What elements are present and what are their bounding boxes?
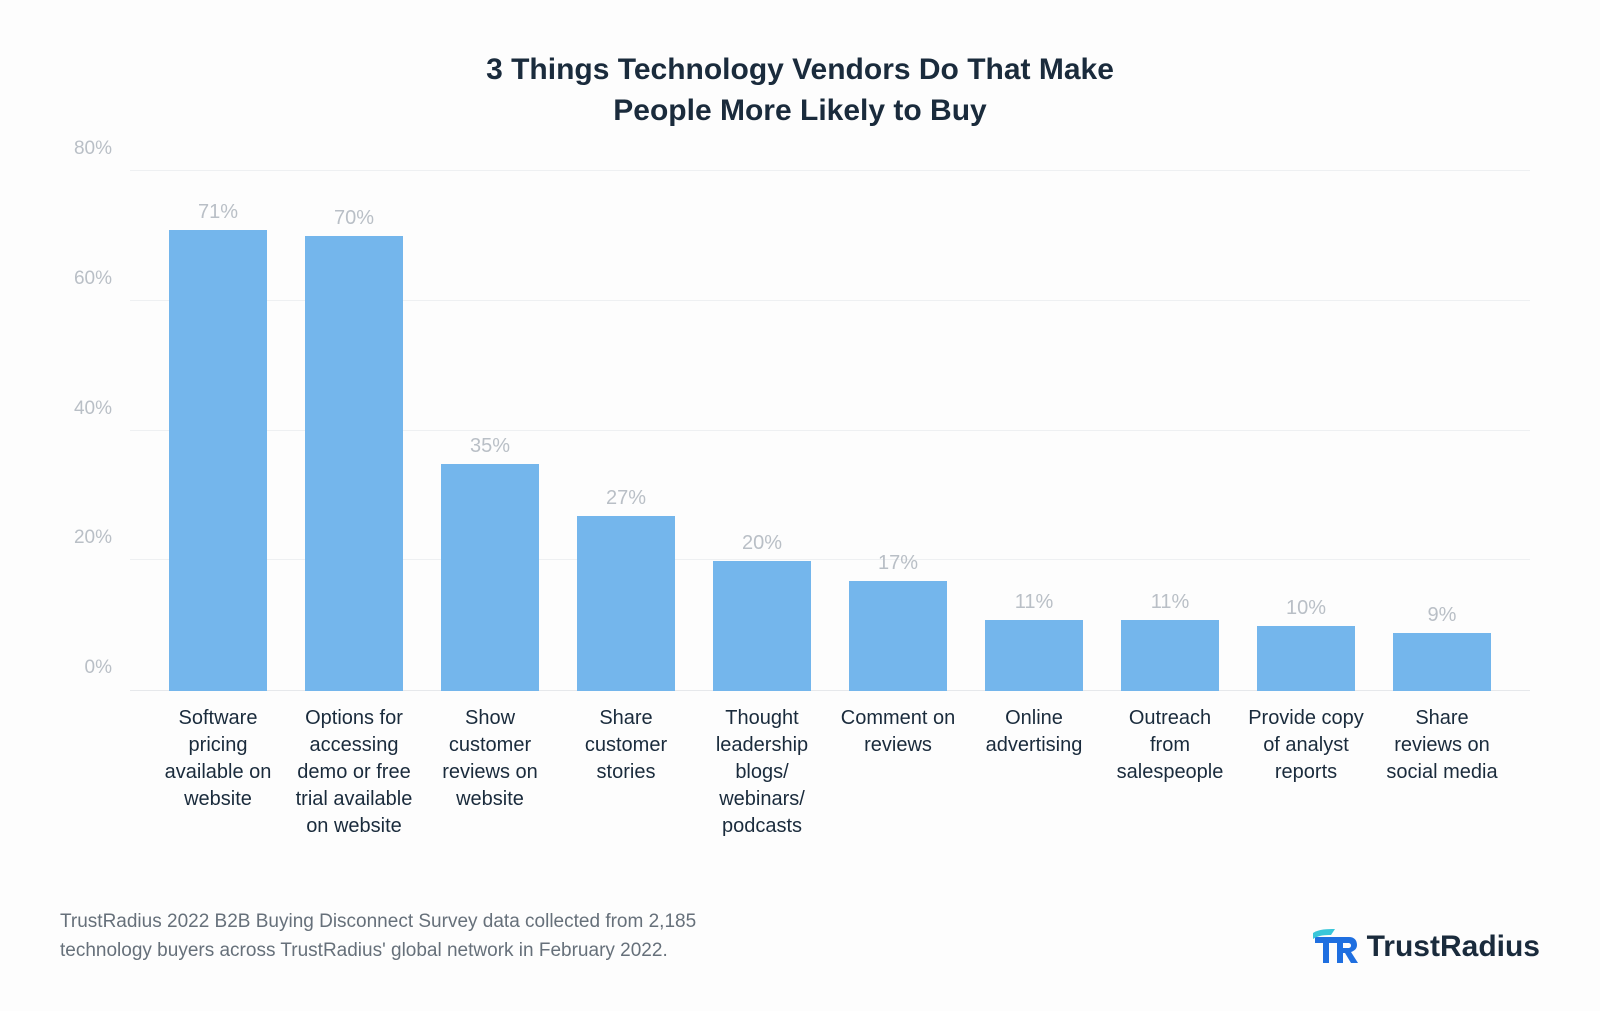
bar-value-label: 10% — [1286, 597, 1326, 620]
x-axis-label: Software pricing available on website — [150, 705, 286, 840]
bar-slot: 35% — [422, 171, 558, 691]
bar-slot: 71% — [150, 171, 286, 691]
bar — [1393, 633, 1491, 692]
x-axis-label: Comment on reviews — [830, 705, 966, 840]
x-axis-label: Show customer reviews on website — [422, 705, 558, 840]
x-axis-label: Share customer stories — [558, 705, 694, 840]
bar — [1121, 620, 1219, 692]
x-axis-label: Outreach from salespeople — [1102, 705, 1238, 840]
bar-value-label: 9% — [1428, 604, 1457, 627]
bar-slot: 11% — [966, 171, 1102, 691]
chart-container: 3 Things Technology Vendors Do That Make… — [0, 0, 1600, 1011]
bar-slot: 20% — [694, 171, 830, 691]
bar — [849, 581, 947, 692]
bar-slot: 9% — [1374, 171, 1510, 691]
bar-slot: 10% — [1238, 171, 1374, 691]
y-tick-label: 60% — [74, 268, 130, 290]
bar-value-label: 35% — [470, 435, 510, 458]
bar-slot: 17% — [830, 171, 966, 691]
bar — [1257, 626, 1355, 691]
bar — [169, 230, 267, 692]
footer: TrustRadius 2022 B2B Buying Disconnect S… — [60, 908, 1540, 965]
bar-value-label: 27% — [606, 487, 646, 510]
y-tick-label: 20% — [74, 527, 130, 549]
x-axis-label: Provide copy of analyst reports — [1238, 705, 1374, 840]
bar-value-label: 70% — [334, 207, 374, 230]
bar — [713, 561, 811, 691]
y-tick-label: 40% — [74, 398, 130, 420]
bar-value-label: 17% — [878, 552, 918, 575]
chart-plot-area: 0%20%40%60%80% 71%70%35%27%20%17%11%11%1… — [130, 171, 1530, 691]
chart-title: 3 Things Technology Vendors Do That Make… — [350, 50, 1250, 131]
x-axis-label: Options for accessing demo or free trial… — [286, 705, 422, 840]
y-tick-label: 0% — [85, 657, 130, 679]
bars-row: 71% 70% 35% 27% 20% 17% 11% 11% 10% 9% — [130, 171, 1530, 691]
x-axis-label: Thought leadership blogs/ webinars/ podc… — [694, 705, 830, 840]
x-axis-label: Online advertising — [966, 705, 1102, 840]
brand-logo: TrustRadius — [1313, 929, 1540, 965]
trustradius-mark-icon — [1313, 929, 1359, 965]
bar-value-label: 11% — [1015, 591, 1054, 614]
chart-outer: 0%20%40%60%80% 71%70%35%27%20%17%11%11%1… — [60, 171, 1540, 840]
x-axis-labels: Software pricing available on websiteOpt… — [130, 691, 1530, 840]
y-tick-label: 80% — [74, 138, 130, 160]
bar — [441, 464, 539, 692]
bar-slot: 70% — [286, 171, 422, 691]
bar-slot: 27% — [558, 171, 694, 691]
bar — [305, 236, 403, 691]
bar-slot: 11% — [1102, 171, 1238, 691]
bar-value-label: 11% — [1151, 591, 1190, 614]
brand-name: TrustRadius — [1367, 930, 1540, 964]
bar — [985, 620, 1083, 692]
bar — [577, 516, 675, 692]
x-axis-label: Share reviews on social media — [1374, 705, 1510, 840]
bar-value-label: 71% — [198, 201, 238, 224]
bar-value-label: 20% — [742, 532, 782, 555]
footnote: TrustRadius 2022 B2B Buying Disconnect S… — [60, 908, 780, 965]
